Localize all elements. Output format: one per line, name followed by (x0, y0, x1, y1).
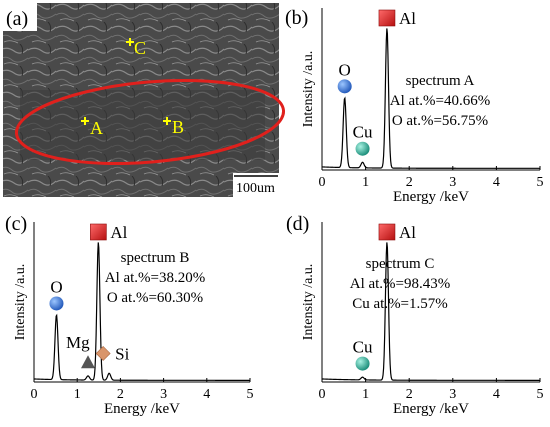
chart-b-peak-label-al: Al (399, 9, 416, 28)
sem-region-ellipse (14, 78, 286, 166)
chart-c-peak-label-al: Al (110, 223, 127, 242)
chart-d-peak-marker-al (378, 223, 396, 241)
chart-c-x-tick-label: 5 (247, 387, 254, 402)
chart-c-peak-marker-o (49, 296, 64, 311)
chart-c-peak-label-si: Si (115, 344, 129, 363)
chart-b-annotation-line: Al at.%=40.66% (390, 93, 491, 109)
chart-b-x-tick-label: 2 (406, 175, 413, 190)
chart-b-peak-label-cu: Cu (353, 123, 373, 142)
chart-d-spectrum-line (321, 242, 540, 381)
spectrum-panel-b: (b) 0 1 2 3 4 5 Energy /keV Intensity /a.u. O Cu Al… (285, 7, 544, 205)
chart-c-x-tick-label: 2 (117, 387, 124, 402)
spectrum-panel-d: (d) 0 1 2 3 4 5 Energy /keV Intensity /a.u. Cu Al s… (286, 213, 544, 417)
chart-c-peak-label-mg: Mg (66, 333, 90, 352)
point-b-label: B (172, 117, 184, 137)
chart-c-x-tick-label: 3 (160, 387, 167, 402)
chart-b-peak-marker-cu (355, 141, 370, 156)
chart-d-x-tick-label: 3 (449, 387, 456, 402)
point-c-marker: C (126, 38, 146, 58)
sem-panel: (a) C A B 100um (3, 3, 286, 197)
chart-d-x-tick-label: 4 (493, 387, 500, 402)
chart-c-panel-label: (c) (5, 213, 27, 235)
chart-c-annotation-line: O at.%=60.30% (107, 290, 203, 306)
chart-d-annotation-line: Al at.%=98.43% (350, 276, 451, 292)
scale-bar-bg (233, 173, 279, 197)
chart-b-peak-marker-o (337, 79, 352, 94)
chart-c-x-tick-label: 0 (31, 387, 38, 402)
chart-b-x-tick-label: 0 (319, 175, 326, 190)
sem-panel-label-bg (3, 3, 37, 31)
chart-b-annotation-line: O at.%=56.75% (392, 113, 488, 129)
chart-d-peak-label-al: Al (399, 223, 416, 242)
chart-d-annotation-line: Cu at.%=1.57% (352, 296, 448, 312)
spectrum-panel-c: (c) 0 1 2 3 4 5 Energy /keV Intensity /a.u. O Mg Al… (5, 213, 254, 417)
chart-c-x-axis-label: Energy /keV (104, 401, 180, 417)
chart-b-x-tick-label: 5 (537, 175, 544, 190)
chart-c-x-tick-label: 1 (74, 387, 81, 402)
chart-d-x-tick-label: 5 (537, 387, 544, 402)
point-b-marker: B (163, 117, 184, 137)
chart-d-panel-label: (d) (286, 213, 309, 235)
chart-c-peak-label-o: O (50, 277, 62, 296)
chart-c-annotation-line: Al at.%=38.20% (105, 270, 206, 286)
chart-c-peak-marker-al (90, 223, 107, 241)
chart-b-x-tick-label: 4 (493, 175, 500, 190)
scale-bar-label: 100um (236, 181, 275, 196)
chart-d-y-axis-label: Intensity /a.u. (301, 264, 316, 341)
point-a-label: A (90, 118, 103, 138)
chart-b-x-tick-label: 3 (449, 175, 456, 190)
chart-c-annotation-title: spectrum B (121, 250, 190, 266)
chart-d-x-axis-label: Energy /keV (393, 401, 469, 417)
point-a-marker: A (81, 117, 103, 138)
chart-b-annotation-title: spectrum A (406, 73, 475, 89)
chart-c-spectrum-line (33, 242, 250, 381)
chart-c-x-tick-label: 4 (203, 387, 210, 402)
chart-b-y-axis-label: Intensity /a.u. (301, 51, 316, 128)
point-c-label: C (134, 38, 146, 58)
chart-b-x-tick-label: 1 (362, 175, 369, 190)
chart-c-y-axis-label: Intensity /a.u. (13, 264, 28, 341)
chart-d-annotation-title: spectrum C (366, 256, 435, 272)
chart-b-panel-label: (b) (285, 7, 308, 29)
chart-b-x-axis-label: Energy /keV (393, 189, 469, 205)
chart-b-spectrum-line (321, 28, 540, 169)
chart-d-peak-marker-cu (355, 356, 370, 371)
chart-b-peak-marker-al (378, 9, 396, 27)
chart-d-x-tick-label: 2 (406, 387, 413, 402)
chart-d-x-tick-label: 1 (362, 387, 369, 402)
chart-c-peak-marker-si (95, 346, 111, 361)
chart-d-x-tick-label: 0 (319, 387, 326, 402)
chart-c-peak-marker-mg (81, 355, 95, 369)
sem-panel-label: (a) (6, 8, 28, 30)
chart-b-peak-label-o: O (339, 60, 351, 79)
chart-d-peak-label-cu: Cu (353, 338, 373, 357)
